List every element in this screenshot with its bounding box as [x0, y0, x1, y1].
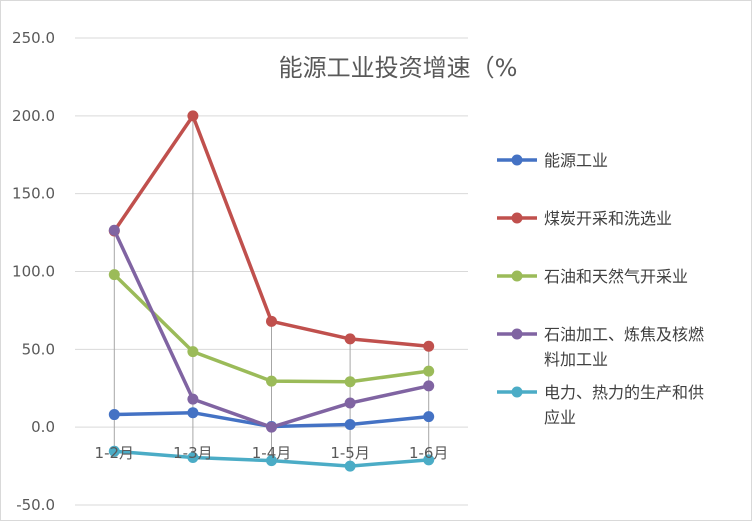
- data-point: [108, 409, 120, 421]
- y-tick-label: 200.0: [12, 107, 55, 125]
- y-tick-label: 100.0: [12, 263, 55, 281]
- legend-marker: [511, 386, 523, 398]
- legend: 能源工业煤炭开采和洗选业石油和天然气开采业石油加工、炼焦及核燃料加工业电力、热力…: [497, 151, 704, 427]
- legend-label: 煤炭开采和洗选业: [544, 209, 672, 228]
- y-axis-tick-labels: 250.0 200.0 150.0 100.0 50.0 0.0 -50.0: [12, 29, 55, 514]
- data-point: [344, 460, 356, 472]
- series-5: [108, 445, 435, 472]
- legend-label: 电力、热力的生产和供: [544, 383, 704, 402]
- y-tick-label: 50.0: [22, 340, 55, 358]
- data-point: [423, 454, 435, 466]
- data-point: [344, 333, 356, 345]
- series-line: [112, 114, 431, 348]
- data-point: [187, 393, 199, 405]
- legend-label: 能源工业: [544, 151, 608, 170]
- series-4: [108, 224, 435, 433]
- series-3: [108, 269, 435, 388]
- x-axis-tick-labels: 1-2月 1-3月 1-4月 1-5月 1-6月: [95, 444, 449, 462]
- legend-marker: [511, 270, 523, 282]
- x-tick-label: 1-4月: [252, 444, 292, 462]
- legend-marker: [511, 154, 523, 166]
- legend-label: 应业: [544, 408, 576, 427]
- data-point: [266, 455, 277, 467]
- data-point: [187, 452, 199, 464]
- y-tick-label: -50.0: [16, 496, 55, 514]
- y-tick-label: 150.0: [12, 185, 55, 203]
- data-point: [423, 340, 435, 352]
- data-point: [266, 421, 277, 433]
- y-tick-label: 250.0: [12, 29, 55, 47]
- y-tick-label: 0.0: [31, 418, 55, 436]
- chart-title: 能源工业投资增速（%: [279, 54, 518, 82]
- data-point: [423, 411, 435, 423]
- legend-marker: [511, 328, 523, 340]
- series-2: [108, 110, 435, 352]
- data-point: [108, 445, 120, 457]
- data-point: [423, 380, 435, 392]
- x-tick-label: 1-2月: [95, 444, 135, 462]
- data-point: [187, 407, 199, 419]
- legend-item: 石油和天然气开采业: [497, 267, 688, 286]
- data-point: [344, 376, 356, 388]
- legend-item: 能源工业: [497, 151, 608, 170]
- data-point: [108, 224, 120, 236]
- data-point: [266, 315, 277, 327]
- data-point: [108, 269, 120, 281]
- data-point: [344, 397, 356, 409]
- legend-marker: [511, 212, 523, 224]
- x-tick-label: 1-6月: [409, 444, 449, 462]
- data-point: [423, 365, 435, 377]
- x-tick-label: 1-3月: [173, 444, 213, 462]
- legend-label: 石油加工、炼焦及核燃: [544, 325, 704, 344]
- data-point: [266, 375, 277, 387]
- legend-label: 料加工业: [544, 350, 608, 369]
- data-point: [344, 419, 356, 431]
- legend-item: 煤炭开采和洗选业: [497, 209, 672, 228]
- data-point: [187, 110, 199, 122]
- legend-label: 石油和天然气开采业: [544, 267, 688, 286]
- x-tick-label: 1-5月: [330, 444, 370, 462]
- series-lines: [108, 110, 435, 472]
- data-point: [187, 346, 199, 358]
